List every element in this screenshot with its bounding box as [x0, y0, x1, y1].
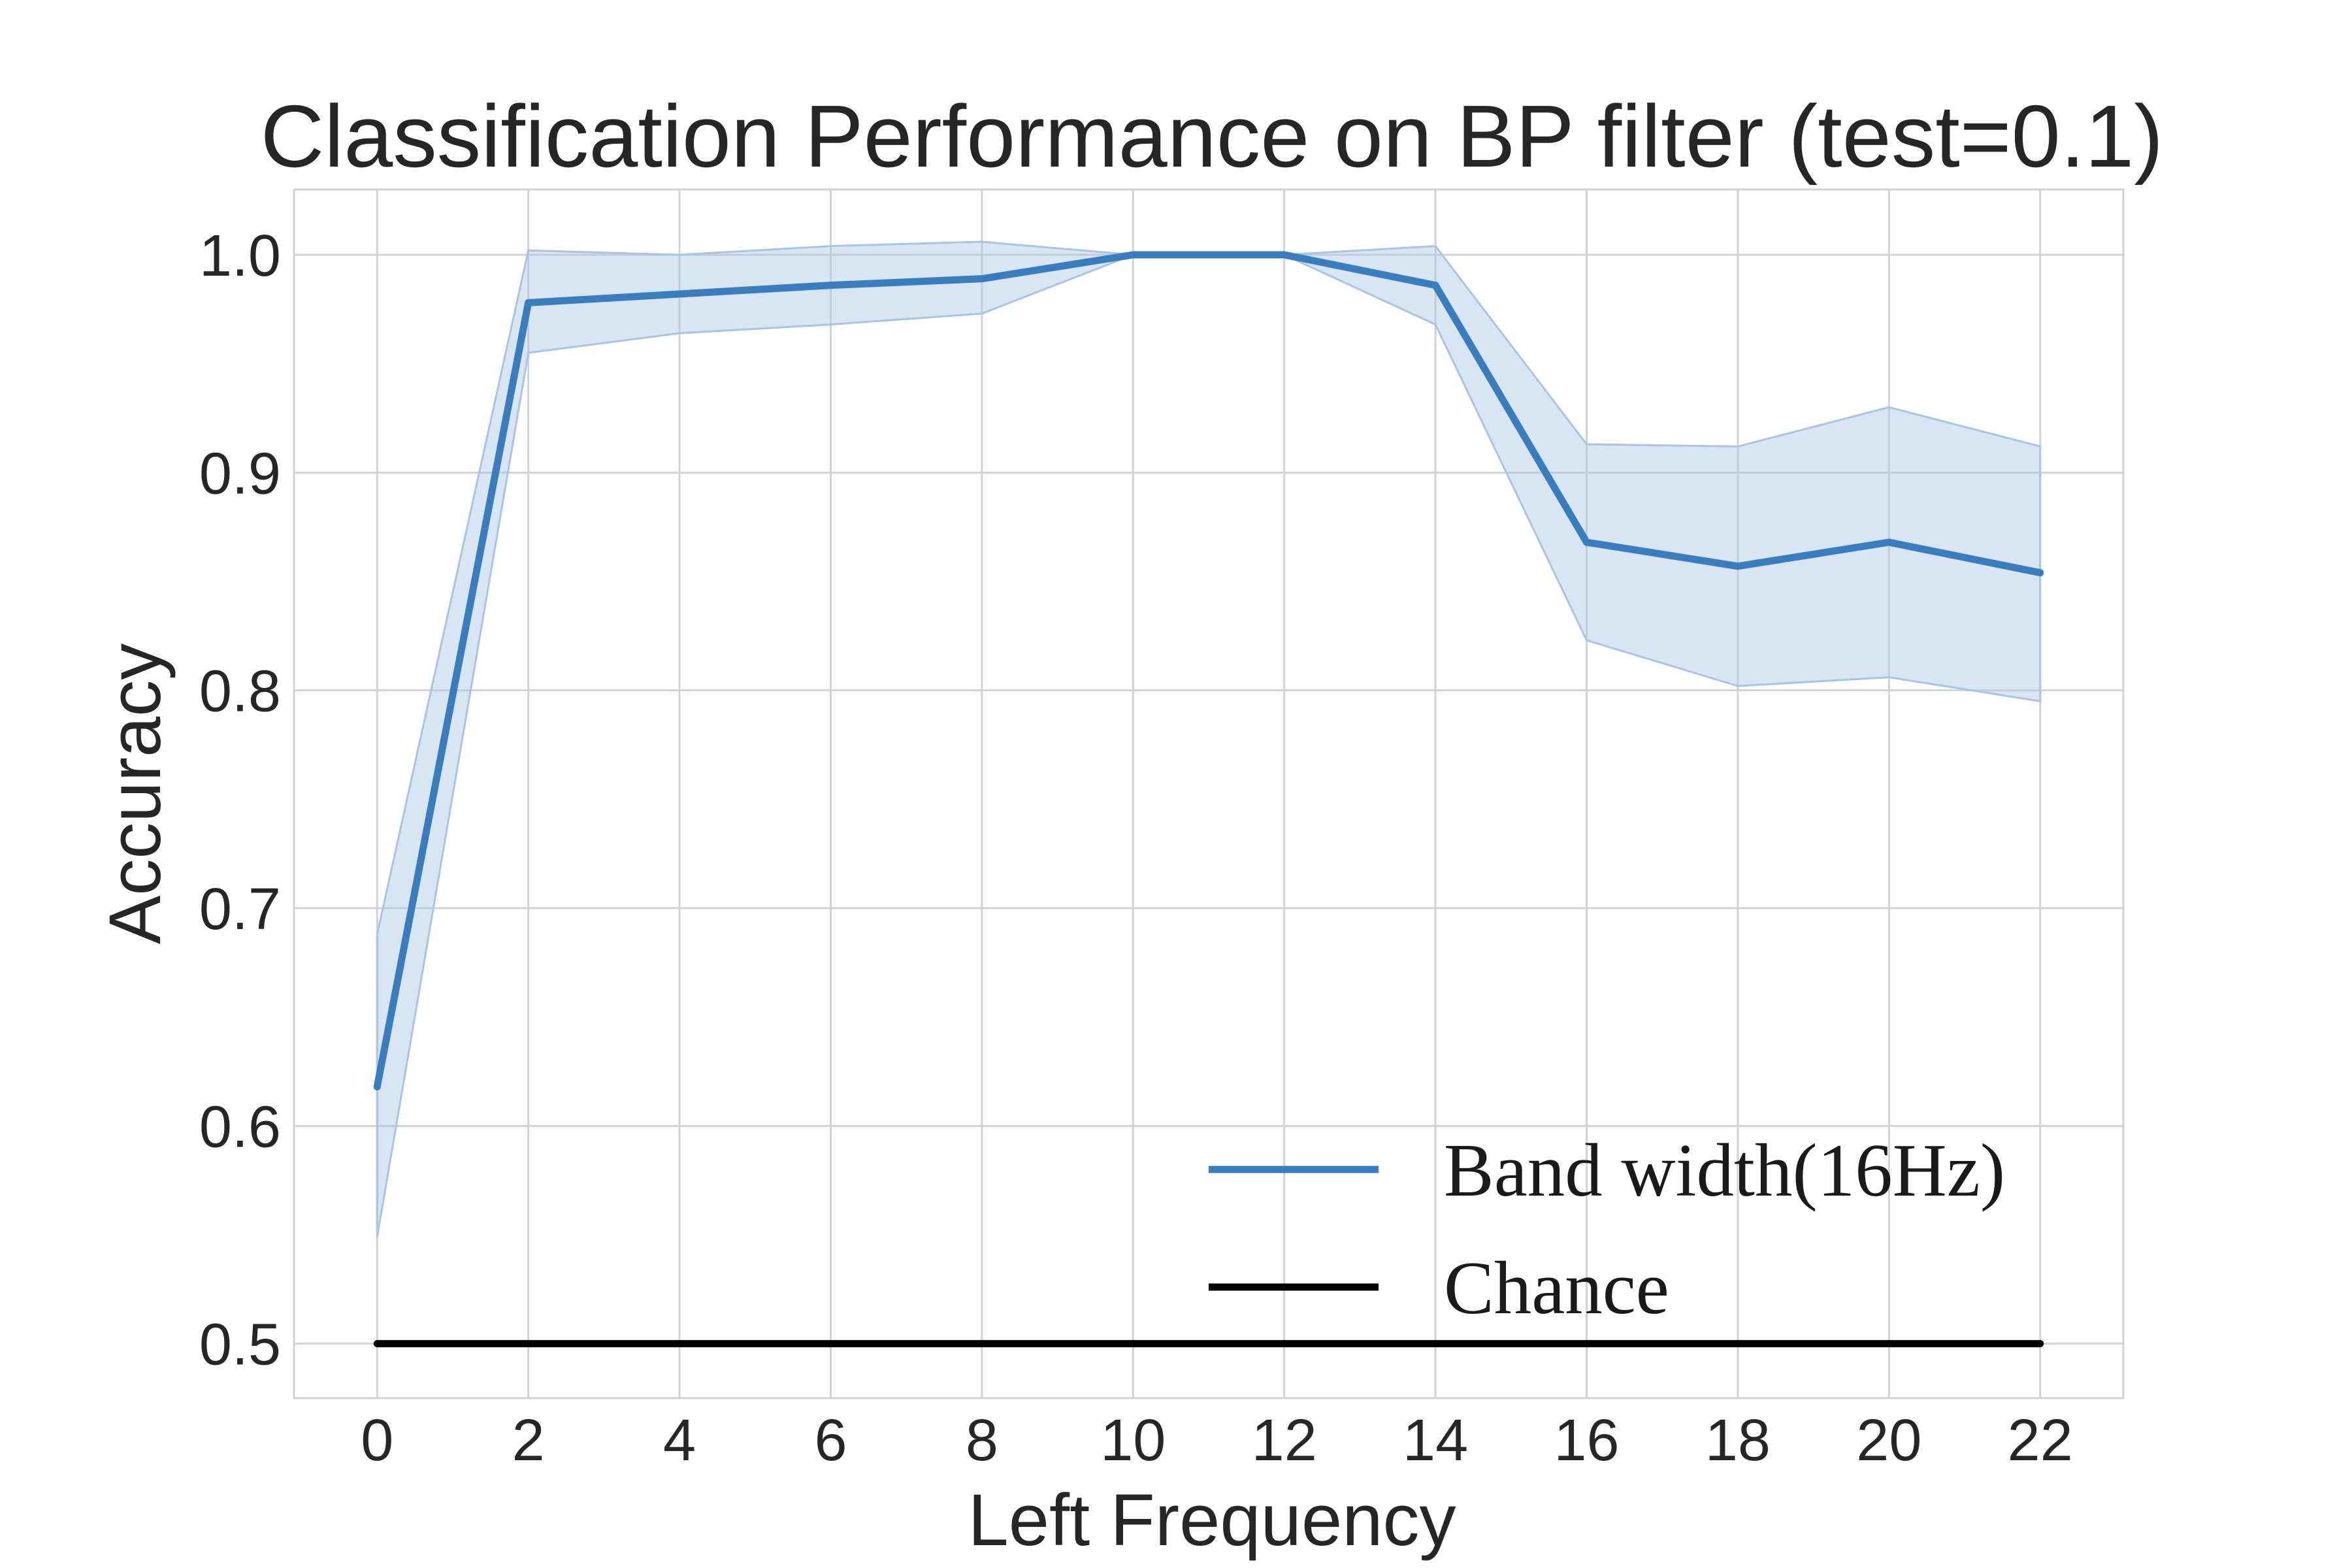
- x-tick-label: 2: [512, 1408, 545, 1473]
- confidence-band: [376, 240, 2042, 1237]
- x-tick-label: 4: [663, 1408, 696, 1473]
- legend: Band width(16Hz) Chance: [1209, 1129, 2005, 1330]
- plot-frame: [293, 188, 2125, 1399]
- y-tick-label: 0.7: [199, 877, 281, 942]
- x-tick-labels: 0 2 4 6 8 10 12 14 16 18 20 22: [361, 1408, 2073, 1473]
- x-tick-label: 12: [1252, 1408, 1317, 1473]
- series-lines: [373, 251, 2044, 1348]
- y-axis-label: Accuracy: [94, 644, 176, 945]
- data-point: [1281, 251, 1288, 259]
- data-point: [1583, 538, 1591, 546]
- gridlines: [294, 189, 2123, 1398]
- y-tick-label: 0.5: [199, 1313, 281, 1378]
- legend-label: Band width(16Hz): [1444, 1129, 2005, 1212]
- x-tick-label: 14: [1403, 1408, 1468, 1473]
- x-tick-label: 16: [1554, 1408, 1619, 1473]
- data-point: [2036, 569, 2044, 577]
- data-point: [676, 290, 683, 298]
- x-tick-label: 6: [814, 1408, 847, 1473]
- x-tick-label: 8: [966, 1408, 998, 1473]
- data-point: [978, 275, 986, 283]
- data-point: [1431, 282, 1439, 289]
- chart-title: Classification Performance on BP filter …: [261, 87, 2164, 186]
- series-line-0: [373, 251, 2044, 1090]
- y-tick-labels: 0.5 0.6 0.7 0.8 0.9 1.0: [199, 223, 281, 1378]
- x-tick-label: 18: [1705, 1408, 1771, 1473]
- y-tick-label: 0.6: [199, 1094, 281, 1160]
- x-tick-label: 10: [1100, 1408, 1166, 1473]
- x-tick-label: 0: [361, 1408, 393, 1473]
- legend-label: Chance: [1444, 1247, 1669, 1330]
- x-axis-label: Left Frequency: [968, 1479, 1456, 1561]
- data-point: [373, 1083, 381, 1090]
- data-point: [1129, 251, 1137, 259]
- data-point: [525, 299, 532, 306]
- y-tick-label: 0.9: [199, 441, 281, 506]
- data-point: [826, 282, 834, 289]
- data-point: [1734, 563, 1742, 570]
- data-point: [1885, 538, 1893, 546]
- y-tick-label: 0.8: [199, 659, 281, 725]
- y-tick-label: 1.0: [199, 223, 281, 289]
- x-tick-label: 22: [2008, 1408, 2073, 1473]
- confidence-bands: [376, 240, 2042, 1237]
- x-tick-label: 20: [1856, 1408, 1921, 1473]
